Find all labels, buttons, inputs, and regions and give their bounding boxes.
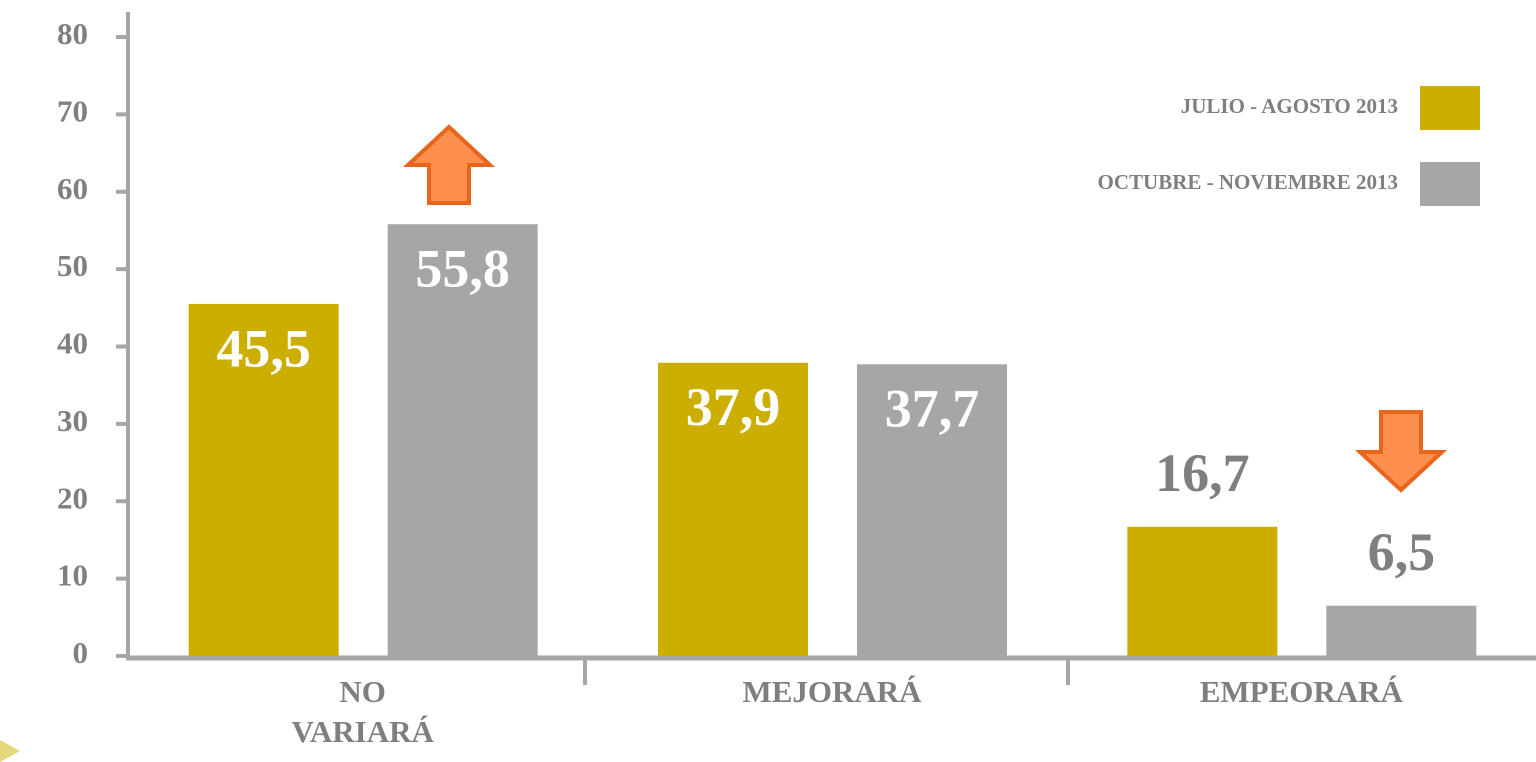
bar [857,364,1007,656]
y-tick-label: 30 [57,403,88,438]
bar [387,224,538,656]
y-tick-label: 10 [57,558,88,593]
y-tick-label: 50 [57,248,88,283]
up-arrow [402,124,496,205]
value-label: 6,5 [1368,522,1436,582]
legend-label: JULIO - AGOSTO 2013 [1181,94,1398,118]
legend-swatch [1420,86,1480,130]
legend-swatch [1420,162,1480,206]
y-tick-label: 60 [57,171,88,206]
value-label: 45,5 [216,318,311,378]
y-tick-label: 80 [57,16,88,51]
value-label: 16,7 [1155,443,1250,503]
x-tick-label: NO VARIARÁ [291,674,434,750]
down-arrow [1354,410,1448,493]
value-label: 37,9 [686,377,781,437]
x-tick-label: EMPEORARÁ [1199,674,1403,709]
value-label: 37,7 [885,379,980,439]
legend-label: OCTUBRE - NOVIEMBRE 2013 [1098,170,1398,194]
bar [1127,526,1278,656]
y-tick-label: 70 [57,93,88,128]
corner-triangle [0,740,20,762]
bar [188,303,339,656]
x-tick-label: MEJORARÁ [742,674,922,709]
y-tick-label: 20 [57,480,88,515]
y-tick-label: 40 [57,326,88,361]
bar [658,362,808,656]
bar [1326,605,1477,656]
y-tick-label: 0 [73,635,89,670]
value-label: 55,8 [415,239,510,299]
